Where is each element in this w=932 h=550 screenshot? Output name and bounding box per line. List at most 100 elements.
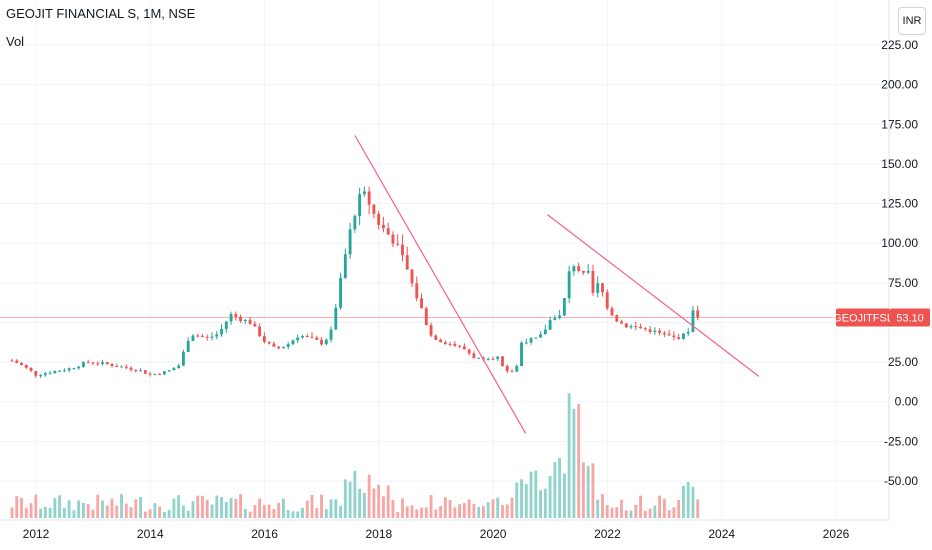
- x-tick-label: 2012: [23, 527, 50, 541]
- candle-body: [534, 337, 538, 339]
- candle-body: [658, 330, 662, 333]
- y-tick-label: -25.00: [884, 434, 918, 448]
- volume-bar: [67, 500, 71, 518]
- volume-bar: [377, 484, 381, 518]
- volume-bar: [248, 511, 252, 518]
- volume-bar: [620, 499, 623, 518]
- candle-body: [677, 337, 681, 339]
- candle-body: [586, 270, 590, 273]
- candle-body: [515, 365, 519, 372]
- candle-body: [472, 353, 476, 359]
- candle-body: [510, 371, 514, 373]
- volume-bar: [229, 497, 233, 518]
- volume-bar: [643, 510, 647, 518]
- volume-bar: [191, 501, 195, 518]
- candle-body: [86, 362, 90, 364]
- candle-body: [391, 234, 395, 244]
- candle-body: [634, 326, 638, 328]
- volume-bar: [39, 508, 42, 518]
- volume-bar: [162, 511, 166, 518]
- price-axis[interactable]: 225.00 200.00 175.00 150.00 125.00 100.00 75.0…: [881, 38, 918, 488]
- candle-body: [315, 337, 319, 340]
- volume-bar: [362, 492, 366, 518]
- volume-bar: [267, 504, 271, 518]
- volume-bar: [477, 506, 481, 518]
- x-tick-label: 2014: [137, 527, 164, 541]
- candle-body: [91, 362, 95, 364]
- candle-body: [615, 315, 619, 322]
- currency-button[interactable]: INR: [898, 7, 926, 35]
- candle-body: [105, 362, 109, 364]
- candle-body: [591, 270, 595, 293]
- trendlines[interactable]: [354, 135, 760, 434]
- volume-bar: [677, 500, 681, 518]
- candle-body: [282, 346, 285, 349]
- volume-bar: [262, 504, 266, 518]
- candle-body: [605, 292, 609, 309]
- candle-body: [29, 367, 33, 371]
- candle-body: [177, 365, 181, 369]
- volume-bar: [167, 510, 171, 518]
- volume-bar: [439, 506, 442, 518]
- volume-bar: [410, 505, 414, 518]
- time-axis[interactable]: 2012 2014 2016 2018 2020 2022 2024 2026: [23, 527, 850, 541]
- candle-body: [82, 362, 85, 367]
- candle-body: [262, 336, 266, 342]
- volume-bar: [510, 497, 514, 518]
- volume-bar: [91, 509, 95, 518]
- candle-body: [448, 343, 452, 345]
- candle-body: [172, 368, 176, 371]
- volume-bar: [491, 499, 495, 518]
- volume-bar: [391, 499, 395, 518]
- candle-body: [124, 366, 128, 368]
- candle-body: [672, 335, 676, 338]
- volume-bar: [105, 505, 109, 518]
- candle-body: [624, 323, 628, 328]
- volume-bar: [329, 499, 333, 518]
- candle-body: [43, 373, 47, 376]
- volume-bar: [696, 499, 700, 518]
- y-tick-label: 150.00: [881, 157, 918, 171]
- volume-bar: [124, 503, 128, 518]
- volume-bar: [20, 497, 23, 518]
- candle-body: [453, 343, 457, 346]
- volume-bar: [372, 488, 376, 518]
- volume-bar: [77, 500, 81, 518]
- price-tag-value: 53.10: [896, 313, 924, 325]
- volume-bar: [182, 505, 185, 518]
- volume-bar: [586, 466, 590, 518]
- candle-body: [401, 244, 404, 256]
- volume-bar: [243, 508, 247, 518]
- candle-body: [562, 298, 566, 316]
- volume-bar: [86, 504, 90, 518]
- candle-body: [429, 325, 433, 336]
- candle-body: [486, 358, 490, 360]
- volume-bar: [310, 494, 314, 518]
- symbol-tag: [836, 308, 890, 327]
- volume-bar: [343, 479, 347, 518]
- candle-body: [596, 283, 600, 293]
- candle-body: [467, 349, 471, 354]
- candle-body: [577, 266, 581, 271]
- volume-bar: [253, 504, 257, 518]
- x-tick-label: 2026: [823, 527, 850, 541]
- volume-bar: [215, 495, 219, 518]
- y-tick-label: 200.00: [881, 78, 918, 92]
- candle-body: [143, 370, 147, 374]
- candle-body: [334, 307, 338, 330]
- candle-body: [48, 373, 52, 375]
- candle-body: [601, 283, 604, 293]
- volume-bar: [134, 499, 138, 518]
- candle-body: [139, 370, 142, 372]
- candle-body: [272, 343, 276, 347]
- volume-bar: [177, 495, 181, 518]
- candle-body: [386, 228, 390, 235]
- candle-body: [258, 326, 262, 337]
- candle-body: [648, 329, 652, 332]
- volume-bar: [348, 481, 352, 518]
- volume-bar: [72, 510, 76, 518]
- volume-bar: [29, 503, 33, 518]
- candle-body: [524, 342, 528, 344]
- volume-bar: [82, 503, 85, 518]
